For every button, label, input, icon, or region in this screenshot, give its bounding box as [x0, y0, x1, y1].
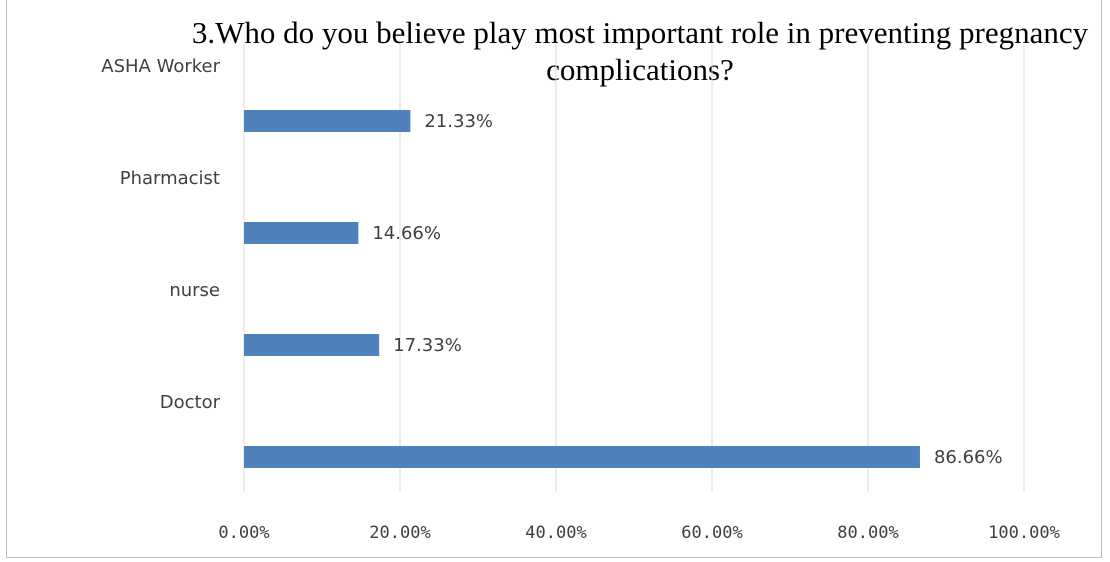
x-tick-label: 80.00% [837, 523, 898, 543]
category-label: Pharmacist [120, 168, 220, 189]
bar [244, 446, 920, 468]
category-label: Doctor [160, 392, 221, 413]
x-tick-label: 40.00% [525, 523, 586, 543]
x-tick-label: 60.00% [681, 523, 742, 543]
bar [244, 110, 411, 132]
data-label: 17.33% [393, 335, 462, 356]
category-label: ASHA Worker [101, 56, 220, 77]
chart-title: 3.Who do you believe play most important… [191, 15, 1089, 87]
data-label: 86.66% [934, 447, 1003, 468]
data-label: 21.33% [424, 111, 493, 132]
bars [244, 110, 920, 468]
data-label: 14.66% [372, 223, 441, 244]
bar [244, 334, 380, 356]
x-tick-label: 0.00% [218, 523, 269, 543]
labels: 0.00% 20.00% 40.00% 60.00% 80.00% 100.00% ASHA… [101, 56, 1060, 543]
category-label: nurse [169, 280, 220, 301]
x-tick-label: 20.00% [369, 523, 430, 543]
x-tick-label: 100.00% [988, 523, 1060, 543]
bar [244, 222, 359, 244]
